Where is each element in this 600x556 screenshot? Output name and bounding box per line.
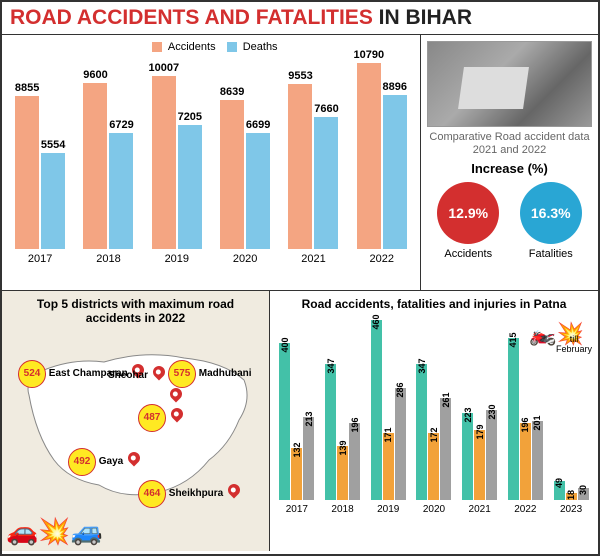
bar-deaths: 6729: [109, 133, 133, 249]
year-group: 86396699 2020: [215, 59, 275, 265]
bar-c: 196: [349, 423, 360, 500]
district: 492 Gaya: [68, 448, 140, 476]
legend-box-accidents: [152, 42, 162, 52]
bar-accidents: 8855: [15, 96, 39, 249]
legend-box-deaths: [227, 42, 237, 52]
accident-photo: [427, 41, 592, 127]
year-label: 2020: [233, 253, 257, 265]
bar-c: 30: [578, 488, 589, 500]
district: 575 Madhubani: [168, 360, 263, 403]
bar-b: 171: [383, 433, 394, 500]
crash-icon: 🚗💥🚙: [6, 516, 103, 547]
patna-year-label: 2019: [377, 504, 399, 515]
bar-accidents: 10007: [152, 76, 176, 249]
bar-c: 286: [395, 388, 406, 500]
circle-accidents: 12.9% Accidents: [437, 182, 499, 260]
bar-deaths: 5554: [41, 153, 65, 249]
bar-b: 179: [474, 430, 485, 500]
bar-c: 230: [486, 410, 497, 500]
circle-fatalities-label: Fatalities: [520, 248, 582, 260]
till-label: tillFebruary: [556, 335, 592, 355]
patna-year: 223179230 2021: [462, 320, 497, 515]
bar-accidents: 9553: [288, 84, 312, 249]
patna-year: 415196201 2022: [508, 320, 543, 515]
bar-accidents: 8639: [220, 100, 244, 249]
main-bar-chart: Accidents Deaths 88555554 2017 96006729 201…: [2, 35, 420, 290]
bar-deaths: 6699: [246, 133, 270, 249]
bar-a: 415: [508, 338, 519, 500]
year-label: 2019: [165, 253, 189, 265]
bar-deaths: 7660: [314, 117, 338, 249]
bar-deaths: 8896: [383, 95, 407, 249]
bars-container: 88555554 2017 96006729 2018 100077205 2019 863…: [6, 55, 416, 265]
circle-fatalities: 16.3% Fatalities: [520, 182, 582, 260]
patna-year-label: 2023: [560, 504, 582, 515]
bar-b: 196: [520, 423, 531, 500]
bar-accidents: 10790: [357, 63, 381, 249]
bar-c: 261: [440, 398, 451, 500]
year-group: 107908896 2022: [352, 59, 412, 265]
bar-deaths: 7205: [178, 125, 202, 249]
district: 487: [138, 404, 183, 432]
patna-title: Road accidents, fatalities and injuries …: [274, 297, 594, 311]
bar-b: 172: [428, 433, 439, 500]
patna-year: 460171286 2019: [371, 320, 406, 515]
bar-b: 132: [291, 448, 302, 500]
map-title: Top 5 districts with maximum road accide…: [8, 297, 263, 326]
bar-b: 139: [337, 446, 348, 500]
bar-a: 223: [462, 413, 473, 500]
year-group: 100077205 2019: [147, 59, 207, 265]
circles-row: 12.9% Accidents 16.3% Fatalities: [427, 182, 592, 260]
page-title: ROAD ACCIDENTS AND FATALITIES IN BIHAR: [2, 2, 598, 35]
map-area: 524 East Champaran Sheohar 575 Madhubani…: [8, 330, 263, 530]
photo-caption: Comparative Road accident data 2021 and …: [427, 131, 592, 157]
bar-a: 49: [554, 481, 565, 500]
row-1: Accidents Deaths 88555554 2017 96006729 201…: [2, 35, 598, 291]
bar-c: 213: [303, 417, 314, 500]
district: Sheohar: [108, 366, 165, 381]
circle-accidents-label: Accidents: [437, 248, 499, 260]
patna-year-label: 2022: [514, 504, 536, 515]
patna-year-label: 2021: [469, 504, 491, 515]
bar-a: 347: [325, 364, 336, 500]
patna-chart: Road accidents, fatalities and injuries …: [270, 291, 598, 551]
legend-label-accidents: Accidents: [168, 41, 216, 53]
year-label: 2022: [370, 253, 394, 265]
patna-year-label: 2018: [331, 504, 353, 515]
bar-a: 347: [416, 364, 427, 500]
patna-year-label: 2017: [286, 504, 308, 515]
district: 464 Sheikhpura: [138, 480, 240, 508]
legend-label-deaths: Deaths: [243, 41, 278, 53]
year-group: 88555554 2017: [10, 59, 70, 265]
title-dark: IN BIHAR: [379, 6, 472, 29]
increase-label: Increase (%): [427, 161, 592, 176]
side-panel: Comparative Road accident data 2021 and …: [420, 35, 598, 290]
bar-c: 201: [532, 421, 543, 500]
circle-fatalities-value: 16.3%: [520, 182, 582, 244]
year-label: 2017: [28, 253, 52, 265]
circle-accidents-value: 12.9%: [437, 182, 499, 244]
patna-year: 347139196 2018: [325, 320, 360, 515]
year-label: 2018: [96, 253, 120, 265]
bar-a: 400: [279, 343, 290, 500]
map-panel: Top 5 districts with maximum road accide…: [2, 291, 270, 551]
bar-b: 18: [566, 493, 577, 500]
patna-year-label: 2020: [423, 504, 445, 515]
title-red: ROAD ACCIDENTS AND FATALITIES: [10, 6, 373, 29]
patna-bars: 🏍️💥 tillFebruary 40013221320173471391962…: [274, 315, 594, 515]
bar-accidents: 9600: [83, 83, 107, 249]
row-2: Top 5 districts with maximum road accide…: [2, 291, 598, 551]
patna-year: 347172261 2020: [416, 320, 451, 515]
year-group: 96006729 2018: [78, 59, 138, 265]
year-label: 2021: [301, 253, 325, 265]
year-group: 95537660 2021: [283, 59, 343, 265]
bar-a: 460: [371, 320, 382, 500]
patna-year: 400132213 2017: [279, 320, 314, 515]
